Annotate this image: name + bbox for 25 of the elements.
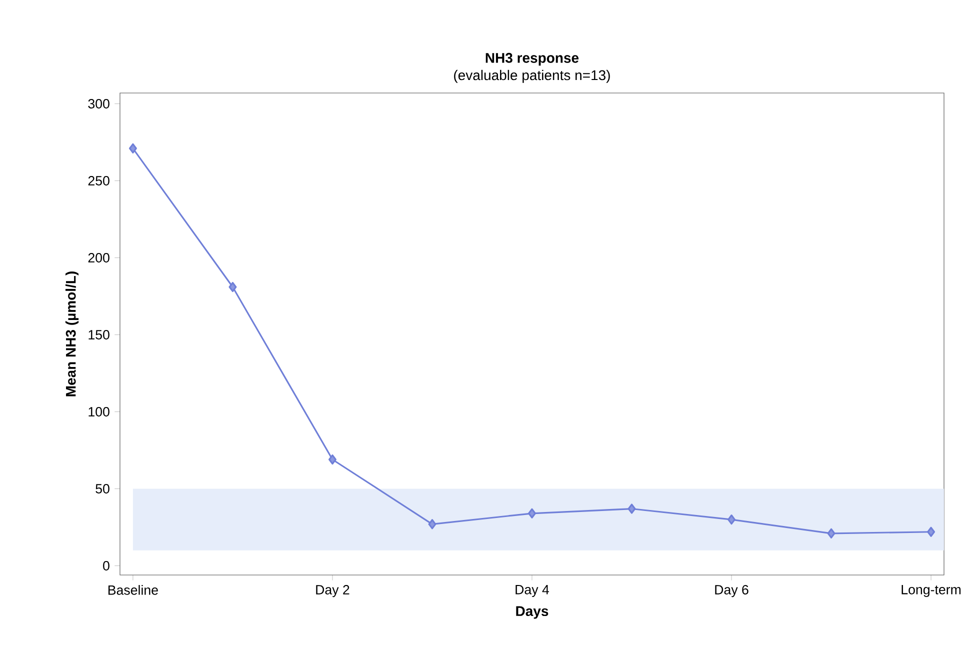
- point: [128, 143, 137, 154]
- x-tick-label: Day 4: [516, 585, 549, 597]
- point: [228, 282, 237, 292]
- point: [528, 508, 536, 518]
- point: [628, 504, 636, 514]
- y-axis-title: Mean NH3 (µmol/L): [65, 272, 79, 396]
- point: [827, 528, 836, 538]
- y-tick-label: 250: [88, 176, 110, 186]
- point: [428, 519, 436, 530]
- y-tick-label: 200: [88, 253, 110, 262]
- x-axis-title: Days: [516, 606, 548, 619]
- x-tick-label: Baseline: [108, 585, 158, 595]
- y-tick-label: 100: [88, 407, 110, 416]
- point: [927, 526, 936, 537]
- y-tick-label: 50: [96, 484, 110, 494]
- x-tick-label: Long-term: [902, 585, 961, 597]
- y-tick-label: 300: [88, 99, 110, 108]
- chart-title: NH3 response: [486, 52, 579, 66]
- y-tick-label: 0: [103, 561, 110, 570]
- point: [328, 454, 336, 465]
- x-tick-label: Day 2: [316, 585, 350, 598]
- point: [728, 514, 736, 525]
- chart-subtitle: (evaluable patients n=13): [454, 70, 610, 83]
- x-tick-label: Day 6: [715, 585, 748, 598]
- y-tick-label: 150: [88, 330, 110, 340]
